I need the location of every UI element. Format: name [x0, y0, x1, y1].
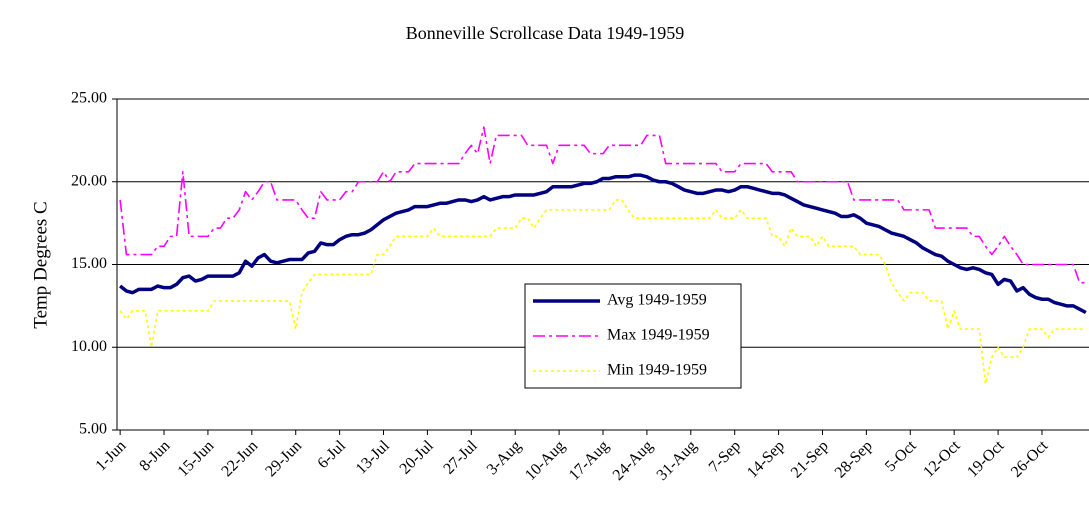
y-tick-label: 20.00 [71, 172, 107, 189]
y-tick-label: 5.00 [79, 421, 107, 438]
y-tick-label: 10.00 [71, 338, 107, 355]
legend: Avg 1949-1959 Max 1949-1959 Min 1949-1959 [524, 283, 742, 389]
y-axis-title: Temp Degrees C [30, 201, 51, 328]
y-tick-label: 15.00 [71, 255, 107, 272]
legend-label: Max 1949-1959 [607, 327, 710, 344]
legend-label: Min 1949-1959 [607, 362, 707, 379]
y-tick-label: 25.00 [71, 90, 107, 107]
lines [119, 126, 1087, 385]
series-line [119, 126, 1086, 284]
series-line [119, 173, 1087, 315]
series-line [119, 199, 1086, 385]
chart-title: Bonneville Scrollcase Data 1949-1959 [406, 23, 684, 43]
legend-label: Avg 1949-1959 [607, 292, 707, 309]
